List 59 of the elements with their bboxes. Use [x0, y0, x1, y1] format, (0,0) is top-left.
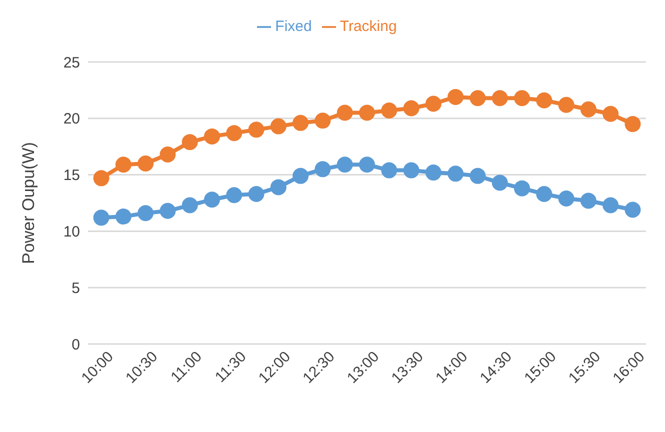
- point: [160, 202, 176, 219]
- y-tick-label: 5: [72, 280, 80, 297]
- y-axis-title: Power Oupu(W): [19, 142, 38, 264]
- point: [403, 100, 420, 116]
- point: [292, 114, 309, 131]
- point: [292, 168, 309, 184]
- point: [182, 134, 198, 150]
- point: [182, 197, 198, 214]
- point: [381, 102, 398, 119]
- point: [492, 90, 508, 106]
- point: [381, 162, 398, 178]
- point: [115, 156, 132, 173]
- point: [336, 156, 353, 173]
- point: [359, 104, 375, 121]
- point: [359, 156, 375, 173]
- y-tick-label: 25: [63, 54, 80, 72]
- point: [536, 92, 552, 108]
- point: [226, 125, 242, 142]
- point: [558, 190, 574, 206]
- point: [580, 101, 596, 118]
- point: [425, 96, 442, 112]
- point: [93, 210, 110, 226]
- point: [204, 192, 220, 208]
- point: [624, 116, 641, 132]
- point: [448, 166, 464, 182]
- point: [115, 208, 132, 225]
- point: [492, 174, 508, 191]
- point: [226, 187, 242, 204]
- point: [403, 162, 420, 178]
- point: [558, 96, 574, 113]
- point: [602, 197, 619, 214]
- point: [624, 202, 641, 218]
- point: [470, 90, 486, 106]
- point: [514, 180, 530, 196]
- y-tick-label: 15: [63, 167, 80, 184]
- point: [514, 90, 530, 106]
- point: [138, 205, 154, 222]
- legend-label: Fixed: [275, 18, 312, 35]
- y-tick-label: 10: [63, 224, 80, 241]
- y-tick-label: 0: [72, 336, 80, 354]
- point: [314, 112, 331, 129]
- point: [602, 106, 619, 122]
- point: [448, 88, 464, 105]
- point: [204, 128, 220, 144]
- point: [425, 164, 442, 181]
- point: [270, 118, 286, 134]
- point: [470, 168, 486, 184]
- point: [314, 161, 331, 178]
- y-tick-label: 20: [63, 110, 80, 128]
- legend-label: Tracking: [340, 18, 397, 35]
- point: [93, 170, 110, 186]
- point: [580, 192, 596, 209]
- point: [138, 156, 154, 172]
- point: [270, 179, 286, 196]
- point: [248, 122, 264, 138]
- point: [336, 104, 353, 121]
- point: [536, 186, 552, 202]
- point: [160, 146, 176, 162]
- point: [248, 186, 264, 202]
